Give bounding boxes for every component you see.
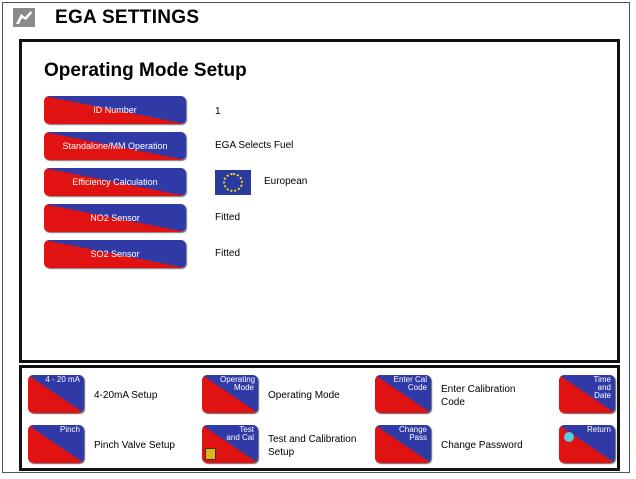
setting-row-efficiency: Efficiency Calculation European: [44, 168, 544, 198]
softkey-label: Enter Cal Code: [393, 375, 427, 392]
setting-row-no2: NO2 Sensor Fitted: [44, 204, 544, 234]
softkey-desc-enter-cal-code: Enter Calibration Code: [441, 384, 516, 408]
softkey-bar: 4 - 20 mA 4-20mA Setup Operating Mode Op…: [19, 365, 620, 471]
softkey-desc-change-pass: Change Password: [441, 440, 523, 451]
softkey-label: Change Pass: [398, 425, 427, 442]
standalone-operation-value: EGA Selects Fuel: [215, 140, 294, 151]
screen-frame: EGA SETTINGS Operating Mode Setup ID Num…: [2, 2, 630, 473]
softkey-desc-pinch: Pinch Valve Setup: [94, 440, 175, 451]
page-title: Operating Mode Setup: [44, 60, 247, 81]
softkey-label: Pinch: [59, 425, 80, 434]
lock-icon: [205, 448, 216, 460]
standalone-operation-button[interactable]: Standalone/MM Operation: [44, 132, 186, 160]
softkey-change-pass[interactable]: Change Pass: [375, 425, 431, 463]
id-number-value: 1: [215, 106, 221, 117]
softkey-test-and-cal[interactable]: Test and Cal: [202, 425, 258, 463]
eu-flag-icon: [215, 170, 251, 195]
instrument-icon: [13, 8, 35, 27]
softkey-label: Test and Cal: [226, 425, 254, 442]
softkey-label: Return: [586, 425, 611, 434]
softkey-return[interactable]: Return: [559, 425, 615, 463]
softkey-operating-mode[interactable]: Operating Mode: [202, 375, 258, 413]
softkey-label: Operating Mode: [220, 375, 256, 392]
setting-row-standalone: Standalone/MM Operation EGA Selects Fuel: [44, 132, 544, 162]
operating-mode-panel: Operating Mode Setup ID Number 1 Standal…: [19, 39, 620, 363]
setting-row-so2: SO2 Sensor Fitted: [44, 240, 544, 270]
softkey-time-and-date[interactable]: Time and Date: [559, 375, 615, 413]
so2-sensor-value: Fitted: [215, 248, 241, 259]
softkey-desc-test-and-cal: Test and Calibration Setup: [268, 434, 357, 458]
softkey-pinch[interactable]: Pinch: [28, 425, 84, 463]
no2-sensor-value: Fitted: [215, 212, 241, 223]
no2-sensor-button[interactable]: NO2 Sensor: [44, 204, 186, 232]
softkey-label: 4 - 20 mA: [45, 375, 80, 384]
softkey-desc-4-20ma: 4-20mA Setup: [94, 390, 158, 401]
softkey-enter-cal-code[interactable]: Enter Cal Code: [375, 375, 431, 413]
efficiency-calculation-value: European: [264, 176, 308, 187]
softkey-label: Time and Date: [593, 375, 611, 400]
softkey-desc-operating-mode: Operating Mode: [268, 390, 340, 401]
title-bar: EGA SETTINGS: [3, 3, 629, 33]
return-dot-icon: [564, 432, 574, 442]
efficiency-calculation-button[interactable]: Efficiency Calculation: [44, 168, 186, 196]
softkey-4-20ma[interactable]: 4 - 20 mA: [28, 375, 84, 413]
so2-sensor-button[interactable]: SO2 Sensor: [44, 240, 186, 268]
id-number-button[interactable]: ID Number: [44, 96, 186, 124]
app-title: EGA SETTINGS: [55, 7, 200, 28]
setting-row-id-number: ID Number 1: [44, 96, 544, 126]
